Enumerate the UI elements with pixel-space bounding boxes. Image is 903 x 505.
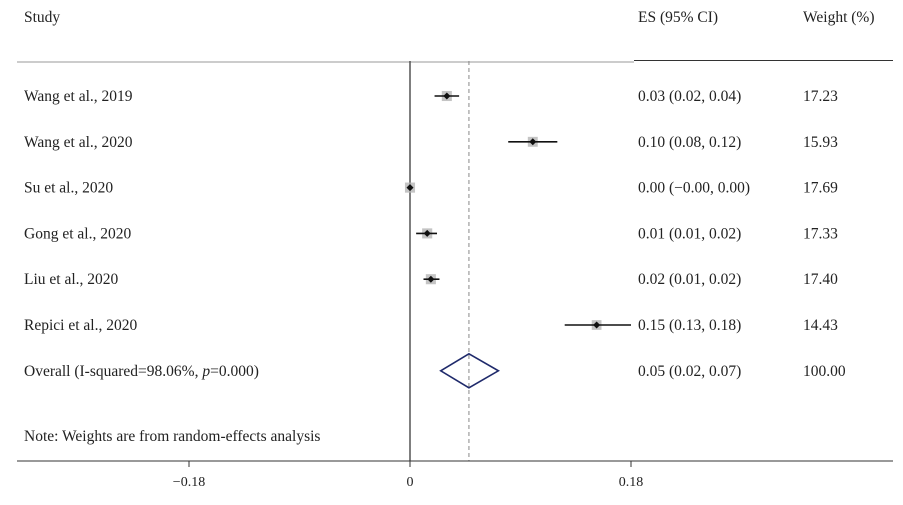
overall-weight-text: 100.00 <box>803 363 846 380</box>
study-label: Repici et al., 2020 <box>24 317 137 334</box>
study-weight-text: 17.23 <box>803 88 838 105</box>
overall-label: Overall (I-squared=98.06%, p=0.000) <box>24 363 259 380</box>
note-text: Note: Weights are from random-effects an… <box>24 428 320 445</box>
study-es-text: 0.02 (0.01, 0.02) <box>638 271 741 288</box>
study-label: Liu et al., 2020 <box>24 271 119 288</box>
rows-layer: Wang et al., 2019 0.03 (0.02, 0.04) 17.23 W… <box>24 61 846 461</box>
study-es-text: 0.10 (0.08, 0.12) <box>638 134 741 151</box>
study-point-estimate <box>406 184 414 192</box>
study-weight-text: 17.33 <box>803 225 838 242</box>
study-weight-text: 17.69 <box>803 180 838 197</box>
x-tick-label: 0.18 <box>619 475 644 490</box>
study-es-text: 0.01 (0.01, 0.02) <box>638 225 741 242</box>
study-weight-text: 17.40 <box>803 271 838 288</box>
study-point-estimate <box>593 321 601 329</box>
header-weight: Weight (%) <box>803 9 875 26</box>
overall-diamond <box>439 352 501 389</box>
study-point-estimate <box>427 275 435 283</box>
study-point-estimate <box>423 229 431 237</box>
study-label: Su et al., 2020 <box>24 180 113 197</box>
study-es-text: 0.00 (−0.00, 0.00) <box>638 180 750 197</box>
study-es-text: 0.03 (0.02, 0.04) <box>638 88 741 105</box>
study-label: Wang et al., 2019 <box>24 88 133 105</box>
study-es-text: 0.15 (0.13, 0.18) <box>638 317 741 334</box>
study-weight-text: 14.43 <box>803 317 838 334</box>
x-tick-label: −0.18 <box>173 475 205 490</box>
study-label: Gong et al., 2020 <box>24 225 131 242</box>
x-tick-label: 0 <box>407 475 414 490</box>
study-point-estimate <box>443 92 451 100</box>
header-es: ES (95% CI) <box>638 9 718 26</box>
study-weight-text: 15.93 <box>803 134 838 151</box>
overall-es-text: 0.05 (0.02, 0.07) <box>638 363 741 380</box>
study-label: Wang et al., 2020 <box>24 134 133 151</box>
header-study: Study <box>24 9 60 26</box>
axis-layer: −0.18 0 0.18 <box>173 461 643 490</box>
study-point-estimate <box>529 138 537 146</box>
